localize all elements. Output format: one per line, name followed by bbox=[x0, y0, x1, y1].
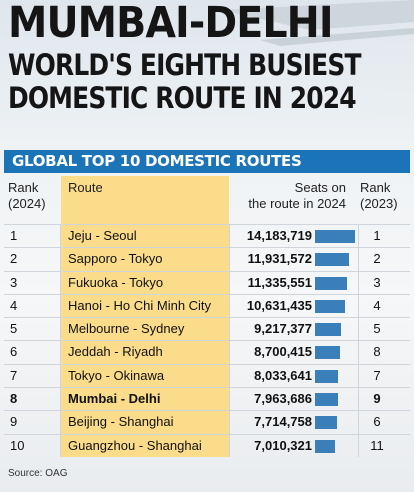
table-row: 1 Jeju - Seoul 14,183,719 1 bbox=[4, 224, 410, 247]
route-column-highlight bbox=[61, 176, 229, 457]
seats-bar-track bbox=[315, 253, 355, 267]
headline-line-2: WORLD'S EIGHTH BUSIEST bbox=[8, 48, 361, 82]
rank-2024-cell: 10 bbox=[10, 437, 25, 453]
rank-2024-cell: 7 bbox=[10, 367, 18, 383]
rank-2023-cell: 1 bbox=[373, 228, 381, 243]
table-header: Rank (2024) Route Seats on the route in 20… bbox=[4, 176, 410, 224]
route-cell: Tokyo - Okinawa bbox=[68, 367, 165, 383]
route-cell: Mumbai - Delhi bbox=[68, 391, 161, 407]
header-route: Route bbox=[68, 180, 103, 195]
rank-2023-cell: 11 bbox=[370, 437, 384, 453]
source-note: Source: OAG bbox=[8, 468, 68, 479]
rank-2023-cell: 6 bbox=[373, 414, 381, 430]
airplane-illustration bbox=[220, 0, 414, 46]
rank-2023-cell: 7 bbox=[373, 367, 381, 383]
headline-line-3: DOMESTIC ROUTE IN 2024 bbox=[8, 81, 357, 115]
table-row: 10 Guangzhou - Shanghai 7,010,321 11 bbox=[4, 433, 410, 457]
route-cell: Sapporo - Tokyo bbox=[68, 251, 163, 267]
rank-2024-cell: 6 bbox=[10, 344, 18, 360]
rank-2023-cell: 2 bbox=[373, 251, 381, 267]
seats-cell: 11,931,572 bbox=[247, 251, 312, 267]
rank-2024-cell: 5 bbox=[10, 321, 18, 337]
seats-cell: 11,335,551 bbox=[247, 274, 312, 290]
table-body: 1 Jeju - Seoul 14,183,719 1 2 Sapporo - Tokyo… bbox=[4, 224, 410, 457]
table-row: 6 Jeddah - Riyadh 8,700,415 8 bbox=[4, 340, 410, 363]
seats-bar-track bbox=[315, 416, 355, 430]
rank-2024-cell: 1 bbox=[10, 228, 18, 243]
routes-table: Rank (2024) Route Seats on the route in 20… bbox=[4, 176, 410, 457]
rank-2023-cell: 5 bbox=[373, 321, 381, 337]
table-row: 5 Melbourne - Sydney 9,217,377 5 bbox=[4, 317, 410, 340]
table-row: 8 Mumbai - Delhi 7,963,686 9 bbox=[4, 387, 410, 410]
rank-2024-cell: 8 bbox=[10, 391, 18, 407]
seats-bar-track bbox=[315, 439, 355, 453]
seats-bar bbox=[315, 439, 335, 453]
rank-2024-cell: 9 bbox=[10, 414, 18, 430]
seats-cell: 14,183,719 bbox=[246, 228, 312, 243]
seats-bar bbox=[315, 393, 338, 407]
header-seats: Seats on the route in 2024 bbox=[248, 180, 346, 211]
route-cell: Jeddah - Riyadh bbox=[68, 344, 163, 360]
seats-bar-track bbox=[315, 393, 355, 407]
seats-cell: 8,700,415 bbox=[254, 344, 312, 360]
rank-2023-cell: 8 bbox=[373, 344, 381, 360]
seats-cell: 8,033,641 bbox=[254, 367, 312, 383]
header-rank-2024: Rank (2024) bbox=[8, 180, 46, 211]
seats-cell: 7,714,758 bbox=[254, 414, 312, 430]
table-row: 3 Fukuoka - Tokyo 11,335,551 3 bbox=[4, 270, 410, 294]
seats-bar bbox=[315, 253, 349, 267]
table-row: 4 Hanoi - Ho Chi Minh City 10,631,435 4 bbox=[4, 293, 410, 317]
seats-bar bbox=[315, 230, 355, 243]
seats-bar bbox=[315, 369, 338, 383]
table-row: 2 Sapporo - Tokyo 11,931,572 2 bbox=[4, 247, 410, 270]
seats-bar bbox=[315, 346, 340, 360]
seats-bar-track bbox=[315, 369, 355, 383]
headline: MUMBAI-DELHI WORLD'S EIGHTH BUSIEST DOME… bbox=[8, 2, 408, 113]
table-row: 7 Tokyo - Okinawa 8,033,641 7 bbox=[4, 363, 410, 387]
route-cell: Jeju - Seoul bbox=[68, 228, 137, 243]
seats-cell: 9,217,377 bbox=[254, 321, 312, 337]
seats-bar-track bbox=[315, 276, 355, 290]
seats-bar bbox=[315, 299, 345, 313]
route-cell: Fukuoka - Tokyo bbox=[68, 274, 164, 290]
route-cell: Beijing - Shanghai bbox=[68, 414, 174, 430]
route-cell: Hanoi - Ho Chi Minh City bbox=[68, 297, 212, 313]
seats-bar-track bbox=[315, 299, 355, 313]
seats-bar-track bbox=[315, 323, 355, 337]
seats-bar bbox=[315, 323, 341, 337]
rank-2023-cell: 9 bbox=[373, 391, 381, 407]
seats-bar bbox=[315, 416, 337, 430]
table-title-banner: GLOBAL TOP 10 DOMESTIC ROUTES bbox=[4, 150, 410, 173]
headline-line-1: MUMBAI-DELHI bbox=[8, 0, 334, 48]
seats-cell: 7,010,321 bbox=[254, 437, 312, 453]
seats-bar bbox=[315, 276, 347, 290]
rank-2024-cell: 3 bbox=[10, 274, 18, 290]
header-rank-2023: Rank (2023) bbox=[360, 180, 398, 211]
seats-bar-track bbox=[315, 230, 355, 243]
seats-cell: 7,963,686 bbox=[254, 391, 312, 407]
rank-2024-cell: 4 bbox=[10, 297, 18, 313]
rank-2023-cell: 3 bbox=[373, 274, 381, 290]
table-row: 9 Beijing - Shanghai 7,714,758 6 bbox=[4, 410, 410, 433]
route-cell: Guangzhou - Shanghai bbox=[68, 437, 202, 453]
seats-bar-track bbox=[315, 346, 355, 360]
seats-cell: 10,631,435 bbox=[246, 297, 312, 313]
rank-2024-cell: 2 bbox=[10, 251, 18, 267]
rank-2023-cell: 4 bbox=[373, 297, 381, 313]
route-cell: Melbourne - Sydney bbox=[68, 321, 185, 337]
